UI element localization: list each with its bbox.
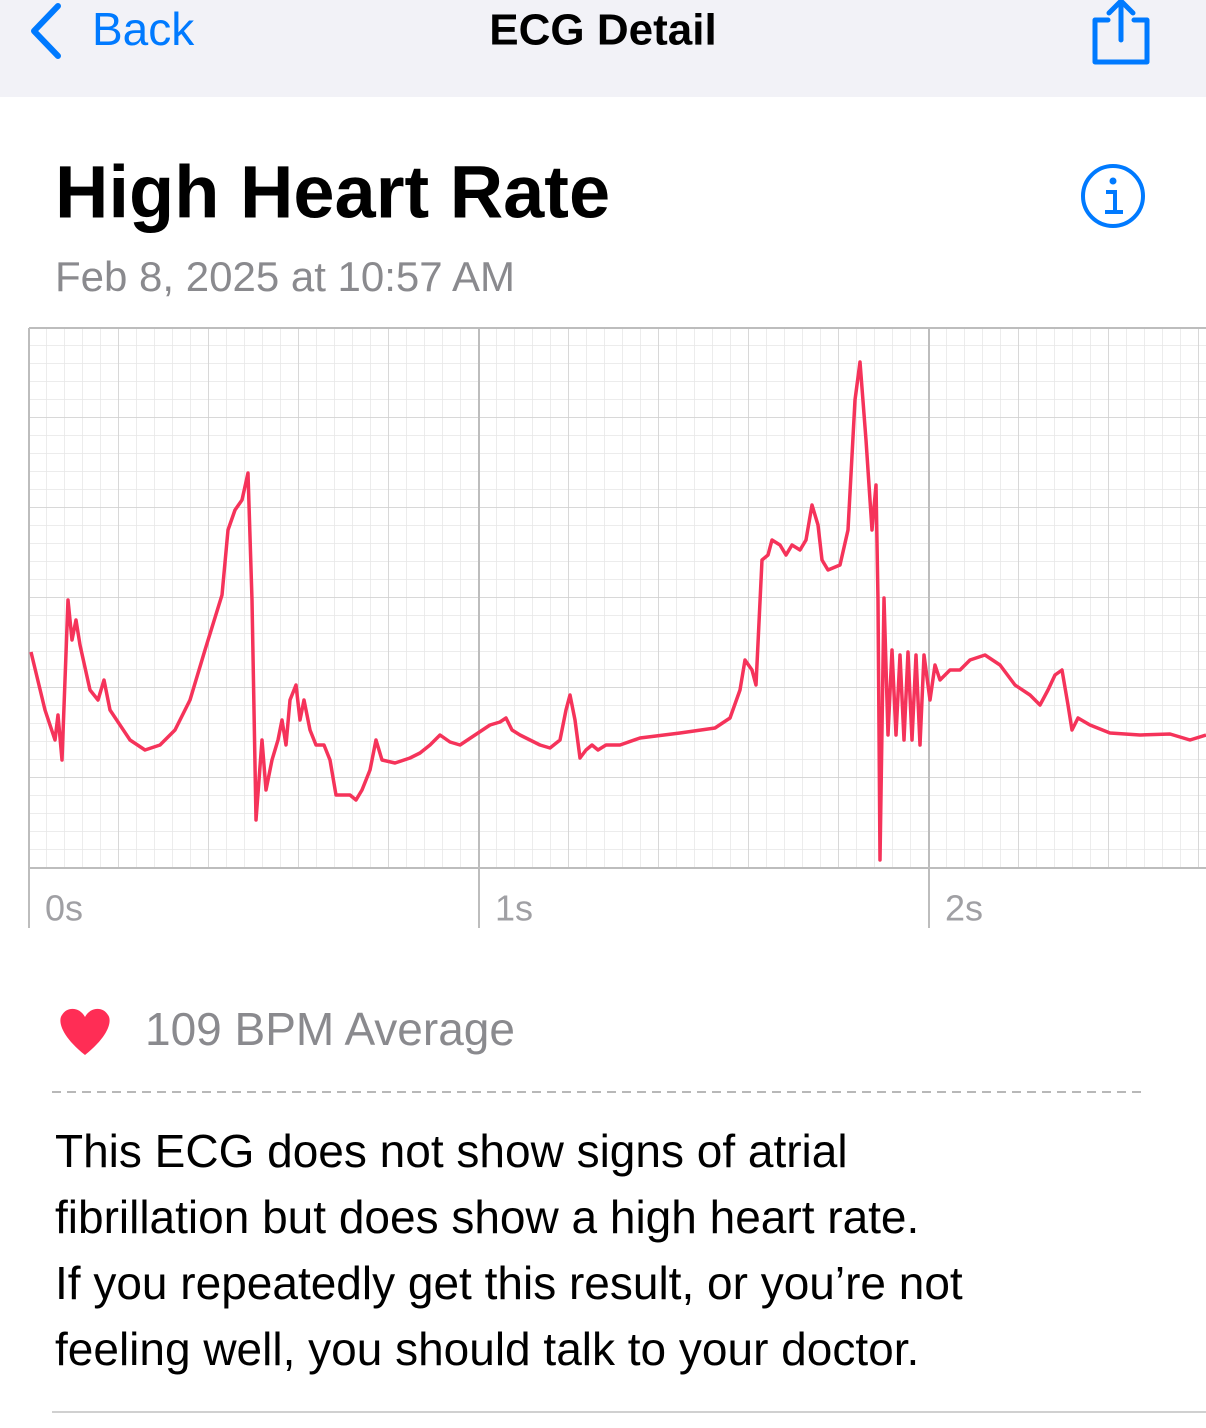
x-tick-label: 2s <box>945 888 983 929</box>
heart-icon <box>60 1008 110 1055</box>
major-grid <box>29 328 1206 868</box>
message-line: fibrillation but does show a high heart … <box>55 1191 919 1243</box>
message-line: feeling well, you should talk to your do… <box>55 1323 919 1375</box>
message-line: If you repeatedly get this result, or yo… <box>55 1257 963 1309</box>
ecg-trace <box>29 360 1206 862</box>
result-date: Feb 8, 2025 at 10:57 AM <box>55 253 515 300</box>
result-title: High Heart Rate <box>55 151 610 234</box>
heart-rate: 109 BPM Average <box>145 1003 515 1055</box>
share-button[interactable] <box>1092 0 1150 65</box>
info-button[interactable] <box>1081 164 1145 228</box>
nav-bar <box>0 0 1206 97</box>
x-tick-label: 1s <box>495 888 533 929</box>
message-line: This ECG does not show signs of atrial <box>55 1125 848 1177</box>
axis-lines <box>28 327 1206 928</box>
back-chevron[interactable] <box>31 3 61 59</box>
x-tick-label: 0s <box>45 888 83 929</box>
back-button[interactable]: Back <box>92 3 195 55</box>
nav-title: ECG Detail <box>489 6 716 55</box>
